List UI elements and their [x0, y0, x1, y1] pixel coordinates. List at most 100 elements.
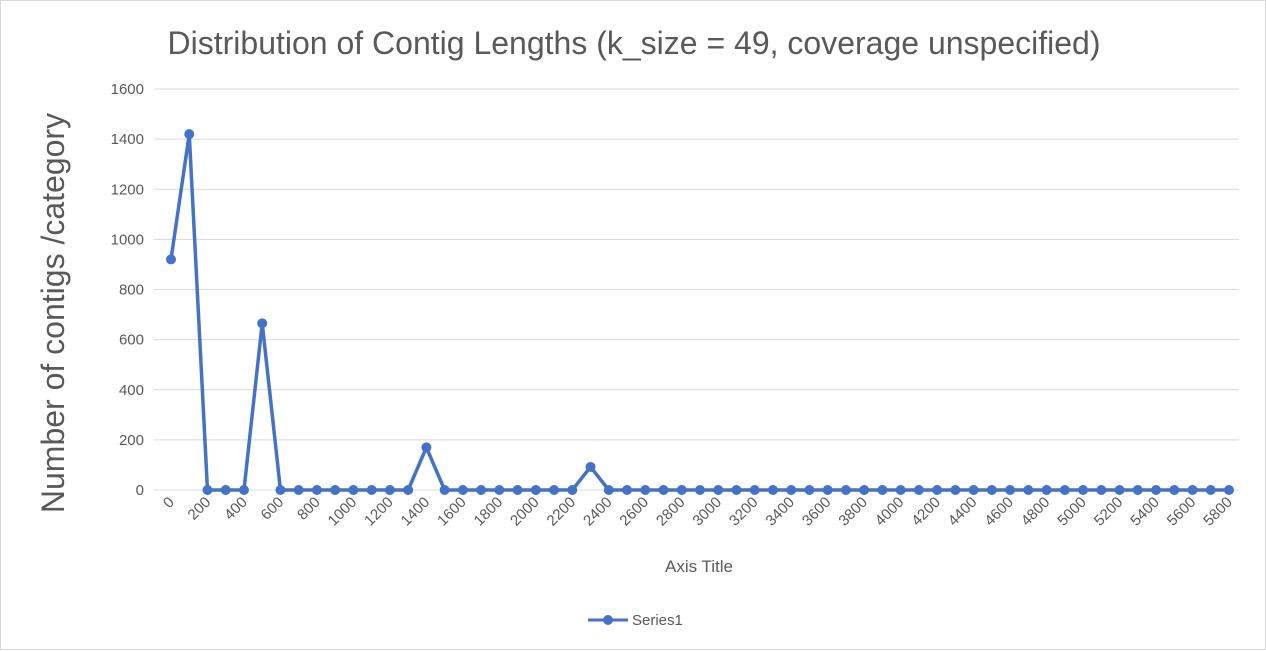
data-point-2500: [622, 485, 633, 495]
chart-title: Distribution of Contig Lengths (k_size =…: [168, 25, 1101, 61]
x-tick-label-2200: 2200: [544, 494, 580, 530]
data-point-1900: [512, 485, 523, 495]
x-tick-label-2800: 2800: [653, 494, 689, 530]
x-tick-label-200: 200: [185, 494, 215, 524]
data-point-3000: [713, 485, 724, 495]
x-tick-label-1200: 1200: [361, 494, 397, 530]
data-point-3500: [804, 485, 815, 495]
x-tick-label-4400: 4400: [945, 494, 981, 530]
x-tick-label-3200: 3200: [726, 494, 762, 530]
x-tick-label-4200: 4200: [908, 494, 944, 530]
x-tick-label-600: 600: [258, 494, 288, 524]
y-axis-ticks: 0 200 400 600 800 1000 1200 1400 1600: [111, 81, 144, 499]
data-point-3200: [749, 485, 760, 495]
grid-lines: [154, 88, 1239, 491]
data-point-2000: [530, 485, 541, 495]
y-tick-label-600: 600: [119, 332, 144, 349]
x-tick-label-5400: 5400: [1127, 494, 1163, 530]
data-point-5200: [1114, 485, 1125, 495]
data-point-5700: [1205, 485, 1216, 495]
x-tick-label-1000: 1000: [325, 494, 361, 530]
x-tick-label-5800: 5800: [1200, 494, 1236, 530]
x-tick-label-3000: 3000: [689, 494, 725, 530]
data-point-1400: [421, 442, 432, 453]
data-point-4300: [950, 485, 961, 495]
y-axis-title: Number of contigs /category: [35, 113, 71, 513]
data-point-4000: [895, 485, 906, 495]
data-point-2400: [603, 485, 614, 495]
data-point-600: [275, 485, 286, 495]
y-tick-label-200: 200: [119, 432, 144, 449]
x-tick-label-4800: 4800: [1018, 494, 1054, 530]
x-tick-label-3400: 3400: [762, 494, 798, 530]
x-tick-label-0: 0: [160, 494, 178, 512]
x-axis-ticks: 0 200 400 600 800 1000 1200 1400 1600 1800 2000 220…: [160, 494, 1236, 530]
data-point-4400: [968, 485, 979, 495]
data-point-1300: [403, 485, 414, 495]
series-line-Series1: [169, 132, 1231, 492]
data-point-2700: [658, 485, 669, 495]
data-point-4900: [1059, 485, 1070, 495]
data-point-1700: [476, 485, 487, 495]
x-tick-label-1400: 1400: [398, 494, 434, 530]
data-point-5400: [1151, 485, 1162, 495]
data-point-400: [238, 485, 249, 495]
data-point-2200: [567, 485, 578, 495]
data-point-0: [166, 254, 176, 265]
y-tick-label-400: 400: [119, 382, 144, 399]
data-point-200: [202, 485, 213, 495]
x-tick-label-400: 400: [221, 494, 251, 524]
data-point-5800: [1224, 485, 1234, 495]
y-tick-label-0: 0: [136, 482, 144, 499]
data-point-3100: [731, 485, 742, 495]
y-tick-label-800: 800: [119, 282, 144, 299]
x-axis-title: Axis Title: [665, 557, 733, 576]
x-tick-label-1600: 1600: [434, 494, 470, 530]
data-point-1600: [457, 485, 468, 495]
data-point-4100: [913, 485, 924, 495]
x-tick-label-4000: 4000: [872, 494, 908, 530]
x-tick-label-5600: 5600: [1164, 494, 1200, 530]
y-tick-label-1200: 1200: [111, 181, 144, 198]
x-tick-label-1800: 1800: [471, 494, 507, 530]
x-tick-label-3600: 3600: [799, 494, 835, 530]
x-tick-label-5200: 5200: [1091, 494, 1127, 530]
data-point-1000: [348, 485, 359, 495]
data-point-5100: [1096, 485, 1107, 495]
x-tick-label-4600: 4600: [981, 494, 1017, 530]
x-tick-label-2000: 2000: [507, 494, 543, 530]
data-point-3300: [767, 485, 778, 495]
x-tick-label-2400: 2400: [580, 494, 616, 530]
data-point-1200: [384, 485, 395, 495]
data-point-1800: [494, 485, 505, 495]
data-point-100: [184, 129, 195, 140]
data-point-900: [330, 485, 341, 495]
data-point-3400: [786, 485, 797, 495]
data-point-4800: [1041, 485, 1052, 495]
data-point-3600: [822, 485, 833, 495]
data-point-700: [293, 485, 304, 495]
legend-series-marker: [603, 615, 613, 625]
data-point-4200: [932, 485, 943, 495]
data-point-2100: [549, 485, 560, 495]
data-point-3700: [840, 485, 851, 495]
data-point-2800: [676, 485, 687, 495]
data-point-5500: [1169, 485, 1180, 495]
data-point-2300: [585, 461, 596, 472]
data-point-500: [257, 318, 268, 329]
x-tick-label-3800: 3800: [835, 494, 871, 530]
data-point-5000: [1078, 485, 1089, 495]
data-point-5600: [1187, 485, 1198, 495]
x-tick-label-800: 800: [294, 494, 324, 524]
data-point-4600: [1005, 485, 1016, 495]
x-tick-label-5000: 5000: [1054, 494, 1090, 530]
data-point-4700: [1023, 485, 1034, 495]
legend: Series1: [588, 612, 683, 629]
data-point-800: [311, 485, 322, 495]
y-tick-label-1400: 1400: [111, 131, 144, 148]
data-point-300: [220, 485, 231, 495]
data-point-3900: [877, 485, 888, 495]
data-point-2900: [695, 485, 705, 495]
